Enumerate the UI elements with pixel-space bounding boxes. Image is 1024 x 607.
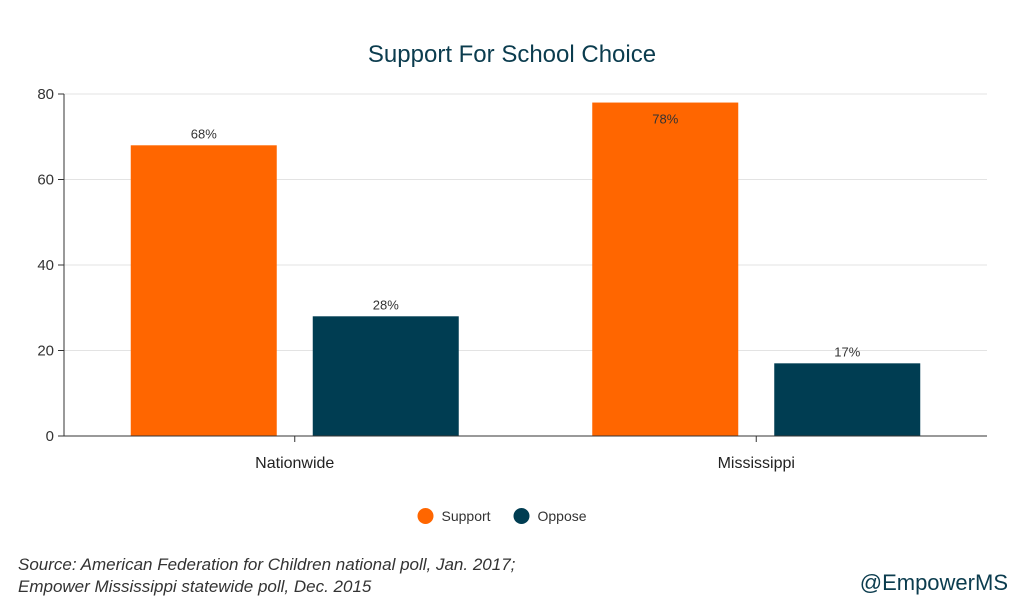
legend-swatch: [513, 508, 530, 524]
chart-title: Support For School Choice: [368, 41, 656, 68]
bar-support-mississippi: [592, 102, 739, 437]
bar-oppose-nationwide: [312, 316, 459, 436]
source-note: Source: American Federation for Children…: [18, 554, 515, 598]
legend-item-support: Support: [417, 508, 491, 524]
twitter-handle: @EmpowerMS: [859, 570, 1008, 595]
legend-label: Oppose: [538, 508, 587, 524]
legend-swatch: [417, 508, 434, 524]
bar-support-nationwide: [130, 145, 277, 437]
x-category-label: Nationwide: [255, 455, 334, 472]
data-label: 78%: [652, 112, 678, 127]
y-tick-label: 60: [37, 172, 54, 189]
legend-label: Support: [442, 508, 491, 524]
source-line-1: Source: American Federation for Children…: [18, 555, 516, 574]
y-tick-label: 80: [37, 86, 54, 103]
data-label: 17%: [834, 344, 860, 359]
y-tick-label: 20: [37, 343, 54, 360]
bar-oppose-mississippi: [774, 363, 921, 436]
bar-chart: Support For School Choice 68% 28% 78% 17% 0…: [37, 41, 987, 524]
data-label: 68%: [191, 126, 217, 141]
x-category-label: Mississippi: [718, 455, 795, 472]
legend-item-oppose: Oppose: [513, 508, 587, 524]
y-tick-label: 0: [46, 428, 54, 445]
y-tick-label: 40: [37, 257, 54, 274]
source-line-2: Empower Mississippi statewide poll, Dec.…: [18, 577, 372, 596]
data-label: 28%: [373, 297, 399, 312]
